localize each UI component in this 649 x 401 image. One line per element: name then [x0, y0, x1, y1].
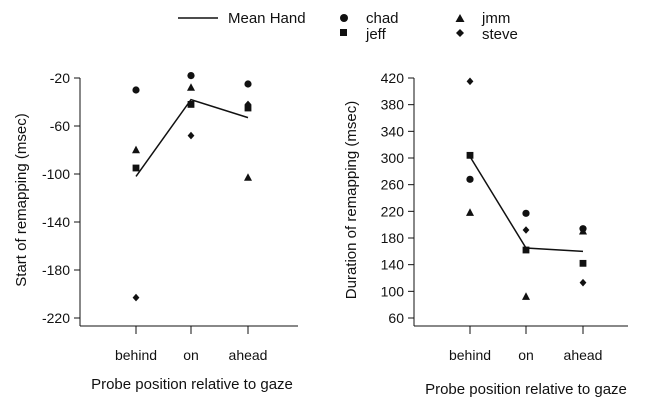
- point-chad-on: [522, 209, 530, 217]
- legend-diamond-marker: [456, 29, 464, 37]
- point-jmm-ahead: [244, 173, 252, 181]
- legend-square-marker: [340, 29, 347, 36]
- y-tick-label: 380: [381, 97, 405, 113]
- point-jeff-behind: [466, 151, 474, 159]
- point-steve-ahead: [579, 278, 587, 287]
- right-marks: [466, 77, 587, 300]
- x-tick-label-behind: behind: [449, 347, 491, 363]
- point-chad-behind: [466, 175, 474, 183]
- point-steve-on: [187, 131, 195, 140]
- right-y-ticks: 60 100 140 180 220 260 300 340 380 420: [381, 70, 414, 326]
- right-chart-panel: 60 100 140 180 220 260 300 340 380 420 behind on ah…: [343, 70, 628, 398]
- point-steve-behind: [466, 77, 474, 86]
- point-jeff-ahead: [579, 259, 587, 267]
- left-x-ticks: behind on ahead: [115, 326, 267, 363]
- y-tick-label: 180: [381, 230, 405, 246]
- mean-hand-line: [135, 98, 249, 177]
- y-tick-label: -100: [42, 166, 70, 182]
- left-chart-panel: -20 -60 -100 -140 -180 -220 behind on ahead Sta…: [13, 70, 298, 393]
- legend-label-mean-hand: Mean Hand: [228, 10, 306, 27]
- point-chad-ahead: [244, 80, 252, 88]
- y-tick-label: -180: [42, 262, 70, 278]
- legend-label-chad: chad: [366, 10, 399, 27]
- legend-label-jeff: jeff: [365, 26, 387, 43]
- point-steve-behind: [132, 293, 140, 302]
- y-tick-label: -220: [42, 310, 70, 326]
- point-steve-ahead: [244, 100, 252, 109]
- y-tick-label: -140: [42, 214, 70, 230]
- y-tick-label: 60: [388, 310, 404, 326]
- x-tick-label-on: on: [518, 347, 534, 363]
- right-x-axis-label: Probe position relative to gaze: [425, 381, 627, 398]
- left-y-ticks: -20 -60 -100 -140 -180 -220: [42, 70, 80, 326]
- point-chad-behind: [132, 86, 140, 94]
- x-tick-label-behind: behind: [115, 347, 157, 363]
- point-jmm-ahead: [579, 226, 587, 235]
- point-jmm-behind: [132, 145, 140, 154]
- y-tick-label: 420: [381, 70, 405, 86]
- point-jeff-on: [187, 101, 195, 108]
- legend-label-jmm: jmm: [481, 10, 510, 27]
- y-tick-label: 140: [381, 257, 405, 273]
- y-tick-label: -20: [50, 70, 70, 86]
- right-x-ticks: behind on ahead: [449, 326, 602, 363]
- right-y-axis-label: Duration of remapping (msec): [343, 101, 360, 299]
- left-y-axis-label: Start of remapping (msec): [13, 113, 30, 286]
- y-tick-label: 100: [381, 283, 405, 299]
- left-marks: [132, 72, 252, 302]
- x-tick-label-on: on: [183, 347, 199, 363]
- legend-label-steve: steve: [482, 26, 518, 43]
- point-jmm-on: [187, 83, 195, 91]
- y-tick-label: 260: [381, 177, 405, 193]
- mean-hand-line: [469, 156, 584, 253]
- point-jmm-on: [522, 292, 530, 300]
- point-jmm-behind: [466, 208, 474, 216]
- left-x-axis-label: Probe position relative to gaze: [91, 376, 293, 393]
- y-tick-label: 340: [381, 123, 405, 139]
- x-tick-label-ahead: ahead: [564, 347, 603, 363]
- point-jeff-behind: [132, 164, 140, 172]
- x-tick-label-ahead: ahead: [229, 347, 268, 363]
- legend-circle-marker: [340, 14, 348, 22]
- legend: Mean Hand chad jeff jmm steve: [178, 10, 518, 43]
- y-tick-label: -60: [50, 118, 70, 134]
- y-tick-label: 300: [381, 150, 405, 166]
- legend-triangle-marker: [455, 14, 465, 22]
- point-steve-on: [522, 226, 530, 234]
- point-jeff-on: [522, 246, 530, 254]
- point-chad-on: [187, 72, 195, 80]
- y-tick-label: 220: [381, 203, 405, 219]
